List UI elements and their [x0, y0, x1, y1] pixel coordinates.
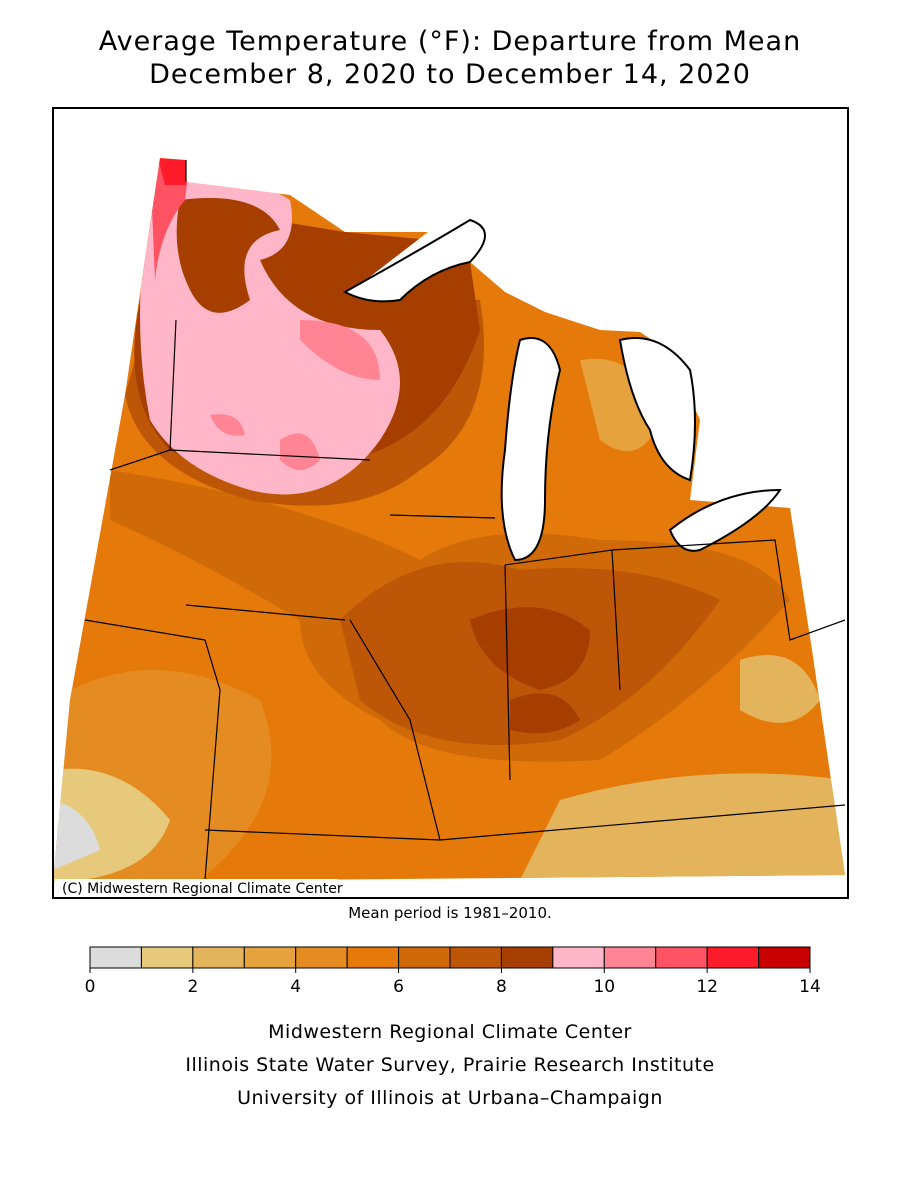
title-line: December 8, 2020 to December 14, 2020 [149, 59, 751, 90]
footer-line: Midwestern Regional Climate Center [268, 1021, 632, 1043]
legend-swatch [346, 946, 400, 969]
title-line: Average Temperature (°F): Departure from… [99, 26, 801, 57]
legend-swatch [243, 946, 297, 969]
copyright: (C) Midwestern Regional Climate Center [62, 881, 343, 897]
legend-swatch [295, 946, 348, 969]
lakes [342, 218, 782, 562]
legend-swatch [706, 946, 760, 969]
legend: 0 2 4 6 8 10 12 14 [85, 946, 821, 997]
legend-swatch [449, 946, 502, 969]
legend-tick-label: 12 [696, 977, 718, 997]
legend-swatch [552, 946, 605, 969]
copyright-box [55, 879, 338, 897]
footer-line: University of Illinois at Urbana–Champai… [237, 1087, 663, 1109]
legend-swatch [192, 946, 245, 969]
borders [84, 160, 846, 881]
legend-tick-label: 8 [496, 977, 507, 997]
mean-period-note: Mean period is 1981–2010. [348, 904, 552, 922]
legend-tick-label: 14 [799, 977, 821, 997]
legend-tick-label: 10 [593, 977, 615, 997]
legend-tick-label: 6 [393, 977, 404, 997]
legend-swatch [603, 946, 657, 969]
legend-swatch [140, 946, 194, 969]
legend-swatch [758, 946, 811, 969]
legend-swatch [500, 946, 554, 969]
legend-swatch [655, 946, 708, 969]
legend-tick-label: 0 [85, 977, 96, 997]
legend-tick-label: 2 [187, 977, 198, 997]
footer-line: Illinois State Water Survey, Prairie Res… [185, 1054, 714, 1076]
map: (C) Midwestern Regional Climate Center [52, 107, 849, 899]
legend-swatch [398, 946, 451, 969]
map-frame [52, 107, 849, 899]
legend-swatch [89, 946, 142, 969]
legend-tick-label: 4 [290, 977, 301, 997]
